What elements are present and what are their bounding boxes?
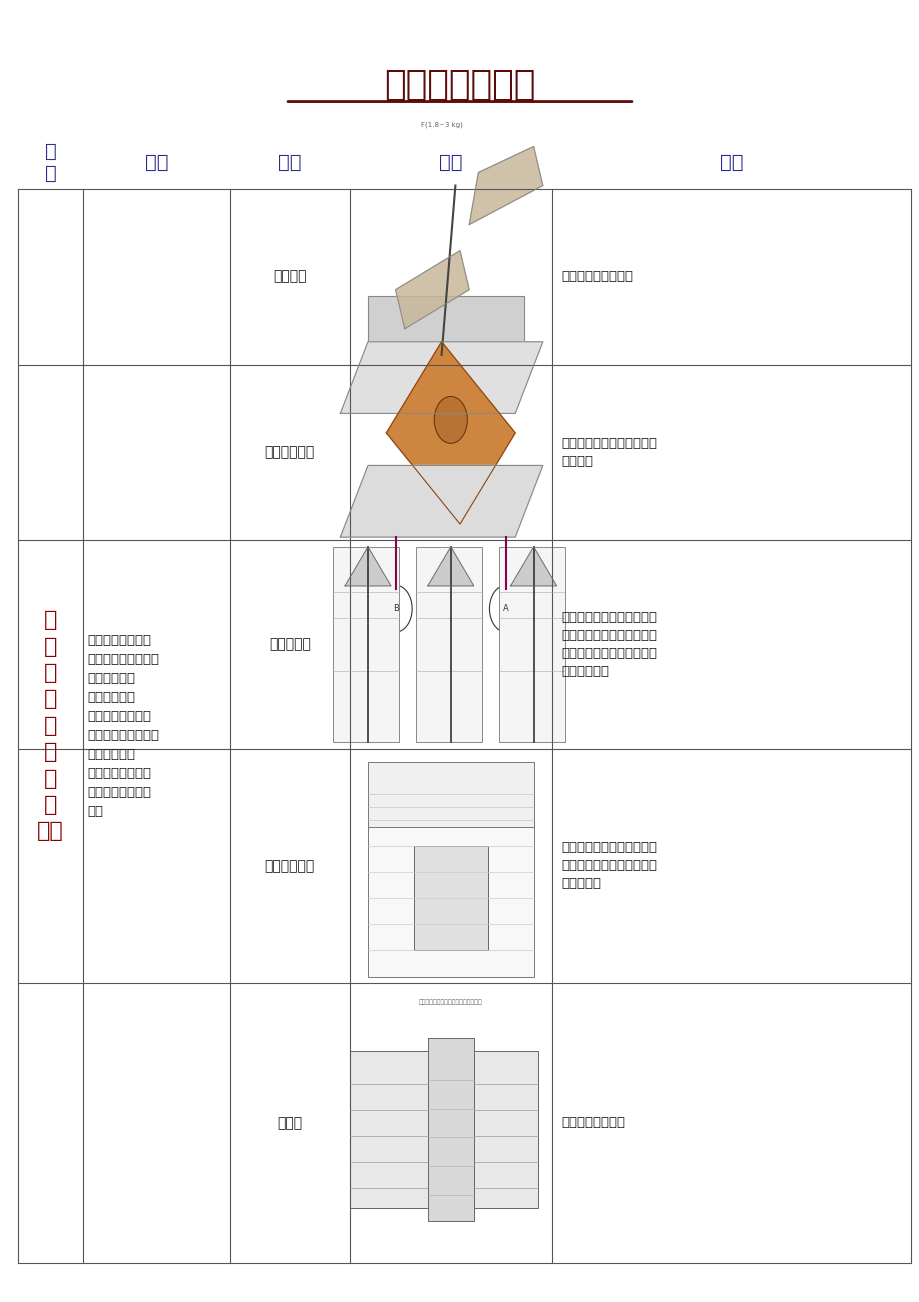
Bar — [349, 1052, 427, 1208]
Text: 热熔法: 热熔法 — [277, 1116, 302, 1130]
Bar — [414, 846, 487, 950]
Bar — [368, 827, 533, 976]
Text: 热熔又称塑料焊接
，是热塑性塑料连接
的基本方法。
塑料焊接是对
塑料制品被粘接处
进行加热使之熔化，
待凝固冷却后
将两个制品连接成
一个整体的工艺方
法。: 热熔又称塑料焊接 ，是热塑性塑料连接 的基本方法。 塑料焊接是对 塑料制品被粘接… — [87, 634, 159, 818]
Polygon shape — [340, 342, 542, 414]
Bar — [473, 1052, 538, 1208]
Text: 容易产生飞边，有必要进行
后续加工: 容易产生飞边，有必要进行 后续加工 — [561, 437, 656, 467]
Polygon shape — [386, 342, 515, 525]
Text: 连接的表面相当粗糙: 连接的表面相当粗糙 — [561, 271, 632, 283]
Bar — [368, 762, 533, 833]
Text: F(1.8~3 kg): F(1.8~3 kg) — [420, 122, 462, 129]
Polygon shape — [345, 547, 391, 586]
Text: 粘接强度不是很好: 粘接强度不是很好 — [561, 1117, 625, 1129]
Text: 超声波熔融法: 超声波熔融法 — [265, 859, 314, 872]
Text: 热风焊接: 热风焊接 — [273, 270, 306, 284]
Text: B: B — [392, 604, 398, 613]
Text: 热板方式连接: 热板方式连接 — [265, 445, 314, 460]
Text: 简图: 简图 — [438, 154, 462, 172]
Polygon shape — [340, 466, 542, 538]
Polygon shape — [395, 250, 469, 329]
Text: 分类: 分类 — [278, 154, 301, 172]
Circle shape — [489, 586, 522, 633]
Text: 塑料的连接方式: 塑料的连接方式 — [384, 68, 535, 102]
Text: 适用于两个连接部的形状为
圆形的热可塑性树脂产品，
不须另外使用黏结胶，溶剂
或外部热量。: 适用于两个连接部的形状为 圆形的热可塑性树脂产品， 不须另外使用黏结胶，溶剂 或… — [561, 611, 656, 678]
Polygon shape — [469, 147, 542, 224]
Text: 对热可塑性树脂产品有效，
可以进行高速加工，形状也
可以任意。: 对热可塑性树脂产品有效， 可以进行高速加工，形状也 可以任意。 — [561, 841, 656, 891]
Text: 塑片成形的台阶连接用于塑料割断面图: 塑片成形的台阶连接用于塑料割断面图 — [418, 1000, 482, 1005]
Bar — [368, 297, 524, 349]
Text: 热
熔
粘
接
（
塑
料
焊
接）: 热 熔 粘 接 （ 塑 料 焊 接） — [37, 611, 64, 841]
Bar — [498, 547, 564, 742]
Circle shape — [434, 396, 467, 443]
Text: A: A — [503, 604, 508, 613]
Bar — [427, 1039, 473, 1221]
Text: 定义: 定义 — [144, 154, 168, 172]
Circle shape — [379, 586, 412, 633]
Bar — [333, 547, 399, 742]
Polygon shape — [427, 547, 473, 586]
Polygon shape — [510, 547, 556, 586]
Bar — [415, 547, 482, 742]
Text: 分析: 分析 — [719, 154, 743, 172]
Text: 旋转熔接法: 旋转熔接法 — [268, 638, 311, 651]
Text: 名
称: 名 称 — [45, 142, 56, 184]
